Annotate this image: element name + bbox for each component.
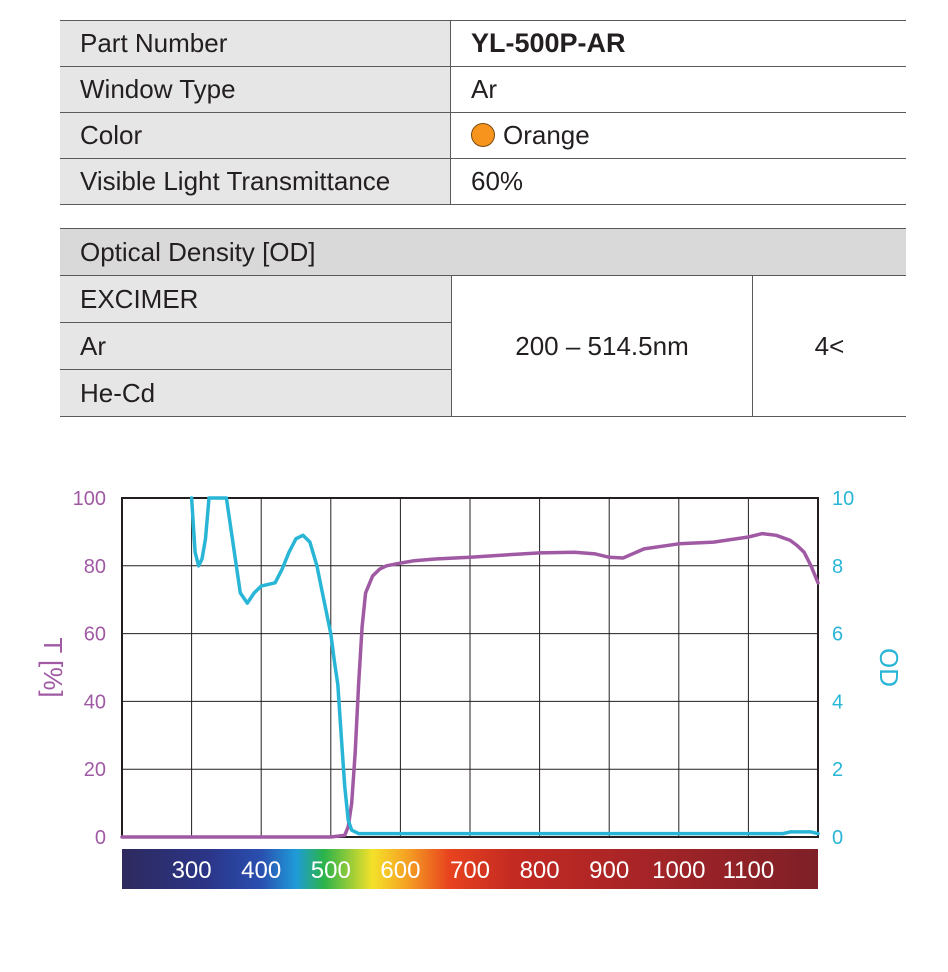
part-number-label: Part Number (60, 20, 451, 67)
x-tick-label: 300 (172, 857, 212, 884)
od-series-line (189, 496, 820, 836)
orange-swatch-icon (471, 123, 495, 147)
chart-series (120, 496, 820, 839)
y-tick-label-left: 20 (84, 759, 106, 781)
od-row-ar: Ar (60, 322, 906, 370)
y-tick-label-left: 100 (73, 488, 106, 510)
vlt-value: 60% (450, 158, 906, 205)
od-row-excimer: EXCIMER 200 – 514.5nm 4< (60, 275, 906, 417)
y-axis-label-right: OD (874, 648, 904, 687)
spec-row-vlt: Visible Light Transmittance 60% (60, 158, 906, 205)
spectrum-band (122, 849, 818, 889)
spec-row-color: Color Orange (60, 112, 906, 159)
od-value: 4< (752, 275, 906, 417)
od-row-hecd: He-Cd (60, 369, 906, 417)
x-tick-label: 800 (520, 857, 560, 884)
y-tick-label-left: 0 (95, 827, 106, 849)
part-number-value: YL-500P-AR (450, 20, 906, 67)
spectrum-band-labels: 300 400 500 600 700 800 900 1000 1100 (172, 857, 775, 884)
x-tick-label: 1000 (652, 857, 705, 884)
x-tick-label: 600 (380, 857, 420, 884)
y-tick-label-right: 8 (832, 556, 843, 578)
transmittance-od-chart: 300 400 500 600 700 800 900 1000 1100 0204060801… (38, 488, 904, 889)
y-tick-label-right: 10 (832, 488, 854, 510)
y-tick-label-left: 80 (84, 556, 106, 578)
x-tick-label: 1100 (723, 857, 775, 884)
color-cell: Orange (450, 112, 906, 159)
y-tick-label-right: 6 (832, 624, 843, 646)
x-tick-label: 900 (589, 857, 629, 884)
od-range: 200 – 514.5nm (451, 275, 753, 417)
color-value: Orange (503, 120, 590, 150)
transmittance-series-line (120, 531, 820, 839)
window-type-label: Window Type (60, 66, 451, 113)
od-laser-ar: Ar (60, 322, 452, 370)
x-tick-label: 400 (241, 857, 281, 884)
y-tick-label-right: 2 (832, 759, 843, 781)
y-tick-label-right: 0 (832, 827, 843, 849)
y-axis-label-left: T [%] (38, 637, 68, 697)
od-header-row: Optical Density [OD] (60, 228, 906, 276)
spec-table: Part Number YL-500P-AR Window Type Ar Co… (60, 20, 906, 205)
chart-grid (122, 497, 818, 838)
spec-row-window-type: Window Type Ar (60, 66, 906, 113)
optical-density-table: Optical Density [OD] EXCIMER 200 – 514.5… (60, 228, 906, 417)
y-tick-label-right: 4 (832, 691, 843, 713)
x-tick-label: 700 (450, 857, 490, 884)
od-laser-hecd: He-Cd (60, 369, 452, 417)
od-header: Optical Density [OD] (60, 228, 906, 276)
od-laser-excimer: EXCIMER (60, 275, 452, 323)
vlt-label: Visible Light Transmittance (60, 158, 451, 205)
window-type-value: Ar (450, 66, 906, 113)
color-label: Color (60, 112, 451, 159)
spec-row-part-number: Part Number YL-500P-AR (60, 20, 906, 67)
x-tick-label: 500 (311, 857, 351, 884)
y-tick-label-left: 60 (84, 624, 106, 646)
chart-axes (121, 497, 819, 838)
chart-tick-labels: 0 20 40 60 80 100 0 2 4 6 8 10 (73, 488, 855, 849)
plot-frame (121, 497, 819, 838)
y-tick-label-left: 40 (84, 691, 106, 713)
